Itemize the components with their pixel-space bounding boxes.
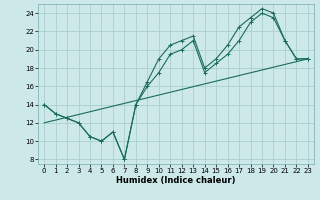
X-axis label: Humidex (Indice chaleur): Humidex (Indice chaleur) <box>116 176 236 185</box>
